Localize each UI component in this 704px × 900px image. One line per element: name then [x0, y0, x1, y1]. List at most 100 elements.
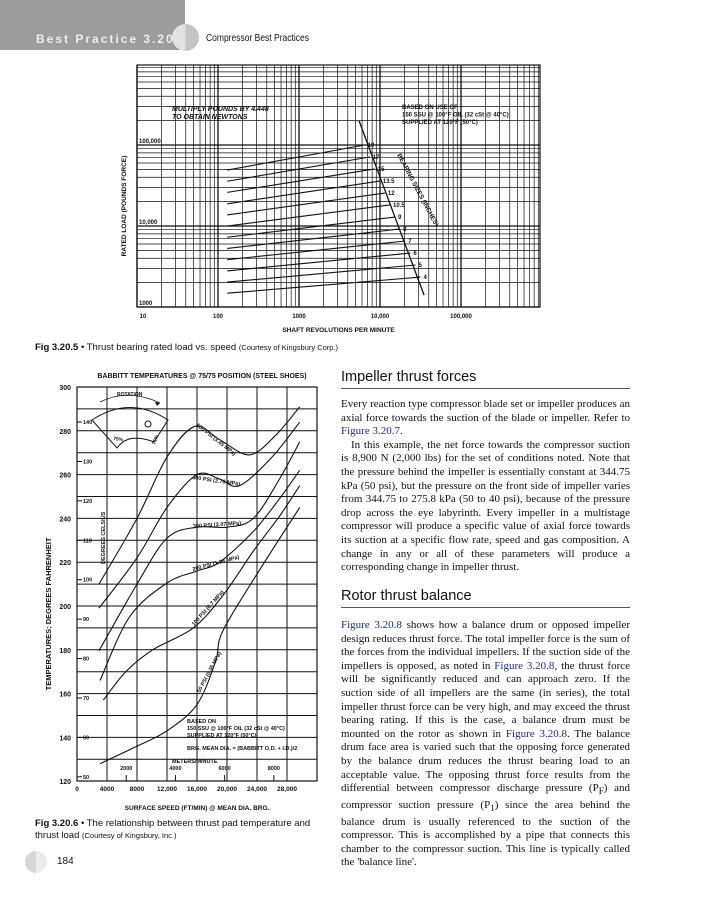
bearing-size-label: 15	[378, 167, 385, 173]
y-tick-label: 260	[59, 473, 71, 480]
caption-credit: (Courtesy of Kingsbury, Inc.)	[82, 831, 177, 840]
oil-note: BRG. MEAN DIA. = (BABBITT O.D. + I.D.)/2	[187, 746, 297, 752]
bearing-size-line	[227, 264, 416, 283]
arrowhead-icon	[155, 402, 160, 406]
section-rotor-thrust-body: Figure 3.20.8 shows how a balance drum o…	[341, 619, 630, 870]
celsius-tick-label: 120	[83, 499, 92, 505]
text: .	[399, 425, 403, 438]
figure-link[interactable]: Figure 3.20.8	[341, 619, 402, 631]
bearing-size-label: 19	[368, 143, 375, 149]
celsius-tick-label: 80	[83, 657, 89, 663]
paragraph: In this example, the net force towards t…	[341, 438, 630, 574]
inset-percent-label: 75%	[151, 434, 160, 446]
meters-tick-label: 8000	[268, 766, 280, 772]
y-tick-label: 220	[59, 560, 71, 567]
meters-tick-label: 4000	[169, 766, 181, 772]
celsius-tick-label: 140	[83, 420, 92, 426]
oil-note: 150 SSU @ 100°F OIL (32 cSt @ 40°C)	[187, 726, 285, 732]
x-tick-label: 4000	[100, 786, 115, 793]
curve-label: 50 PSI (0.35 MPa)	[196, 651, 223, 694]
bearing-size-line	[227, 240, 406, 261]
section-impeller-thrust-body: Every reaction type compressor blade set…	[341, 398, 630, 575]
header-half-circle-icon	[172, 24, 199, 51]
y-tick-label: 160	[59, 692, 71, 699]
x-tick-label: 10,000	[371, 314, 390, 320]
figure-link[interactable]: Figure 3.20.7	[341, 425, 400, 438]
bearing-size-label: 8	[403, 227, 407, 233]
bearing-limit-line	[358, 120, 425, 296]
bearing-size-line	[227, 204, 391, 227]
text: shows how a balance drum or opposed impe…	[341, 619, 630, 672]
temperature-curve	[98, 441, 301, 652]
bearing-size-line	[227, 216, 396, 238]
bearing-size-line	[227, 168, 375, 193]
figure-link[interactable]: Figure 3.20.8	[505, 727, 567, 740]
x-tick-label: 12,000	[157, 786, 177, 793]
x-tick-label: 20,000	[217, 786, 237, 793]
subscript: 1	[490, 803, 495, 814]
celsius-tick-label: 50	[83, 775, 89, 781]
y-axis-label: TEMPERATURES; DEGREES FAHRENHEIT	[44, 537, 53, 690]
bearing-size-label: 12	[388, 191, 395, 197]
bearing-size-line	[227, 276, 421, 294]
heading-rotor-thrust-balance: Rotor thrust balance	[341, 588, 630, 608]
y-tick-label: 180	[59, 648, 71, 655]
subscript: F	[598, 786, 604, 797]
celsius-tick-label: 130	[83, 459, 92, 465]
bearing-shoe-icon	[91, 407, 169, 449]
x-tick-label: 28,000	[277, 786, 297, 793]
oil-note: SUPPLIED AT 120°F (50°C)	[402, 120, 478, 126]
figure-caption-3-20-5: Fig 3.20.5 • Thrust bearing rated load v…	[35, 342, 339, 353]
figure-link[interactable]: Figure 3.20.8	[494, 659, 555, 672]
bearing-size-label: 13.5	[383, 179, 395, 185]
book-title: Compressor Best Practices	[206, 33, 309, 44]
bearing-size-label: 4	[423, 275, 427, 281]
y-axis-label: RATED LOAD (POUNDS FORCE)	[121, 156, 128, 257]
bearing-size-line	[227, 144, 365, 171]
bearing-size-label: 9	[398, 215, 402, 221]
conversion-note: TO OBTAIN NEWTONS	[172, 114, 248, 121]
inset-percent-label: 75%	[113, 436, 124, 443]
x-tick-label: 8000	[130, 786, 145, 793]
celsius-tick-label: 100	[83, 578, 92, 584]
bearing-size-line	[227, 228, 401, 250]
x-axis-label: SHAFT REVOLUTIONS PER MINUTE	[282, 327, 395, 334]
figure-caption-3-20-6: Fig 3.20.6 • The relationship between th…	[35, 818, 311, 841]
x-tick-label: 24,000	[247, 786, 267, 793]
x-tick-label: 0	[75, 786, 79, 793]
celsius-tick-label: 90	[83, 617, 89, 623]
paragraph: Every reaction type compressor blade set…	[341, 398, 630, 439]
bearing-size-line	[227, 156, 370, 182]
temperature-curve	[99, 469, 301, 681]
x-axis-label: SURFACE SPEED (FT/MIN) @ MEAN DIA. BRG.	[125, 805, 270, 812]
text: . The balance drum face area is varied s…	[341, 727, 630, 795]
rotation-arrow-icon	[99, 394, 161, 404]
chart-title: BABBITT TEMPERATURES @ 75/75 POSITION (S…	[97, 373, 306, 380]
heading-impeller-thrust-forces: Impeller thrust forces	[341, 369, 630, 389]
y-tick-label: 100,000	[139, 139, 161, 145]
temperature-curve	[98, 406, 301, 585]
page-number: 184	[57, 856, 74, 867]
bearing-size-line	[227, 192, 385, 216]
curve-label: 100 PSI (0.7 MPa)	[191, 590, 226, 628]
paragraph: Figure 3.20.8 shows how a balance drum o…	[341, 619, 630, 870]
y-tick-label: 120	[59, 779, 71, 786]
y-tick-label: 240	[59, 516, 71, 523]
text: ) and compressor suction pressure (P	[341, 782, 631, 811]
celsius-tick-label: 110	[83, 538, 92, 544]
oil-note: BASED ON USE OF	[402, 105, 458, 111]
curve-label: 400 PSI (2.76 MPa)	[192, 475, 241, 488]
text: , the thrust force will be significantly…	[341, 659, 630, 740]
celsius-axis-label: DEGREES CELSIUS	[101, 511, 107, 564]
y-tick-label: 200	[59, 604, 71, 611]
caption-text: The relationship between thrust pad temp…	[35, 818, 311, 841]
bearing-size-label: 6	[413, 251, 417, 257]
curve-label: 200 PSI (1.38 MPa)	[192, 555, 240, 573]
temperature-curve	[98, 421, 301, 609]
meters-axis-label: METERS/MINUTE	[172, 759, 218, 765]
meters-tick-label: 6000	[219, 766, 231, 772]
section-title: Best Practice 3.20	[36, 32, 175, 46]
y-tick-label: 280	[59, 429, 71, 436]
temperature-curve	[99, 507, 301, 765]
text: Every reaction type compressor blade set…	[341, 398, 630, 424]
